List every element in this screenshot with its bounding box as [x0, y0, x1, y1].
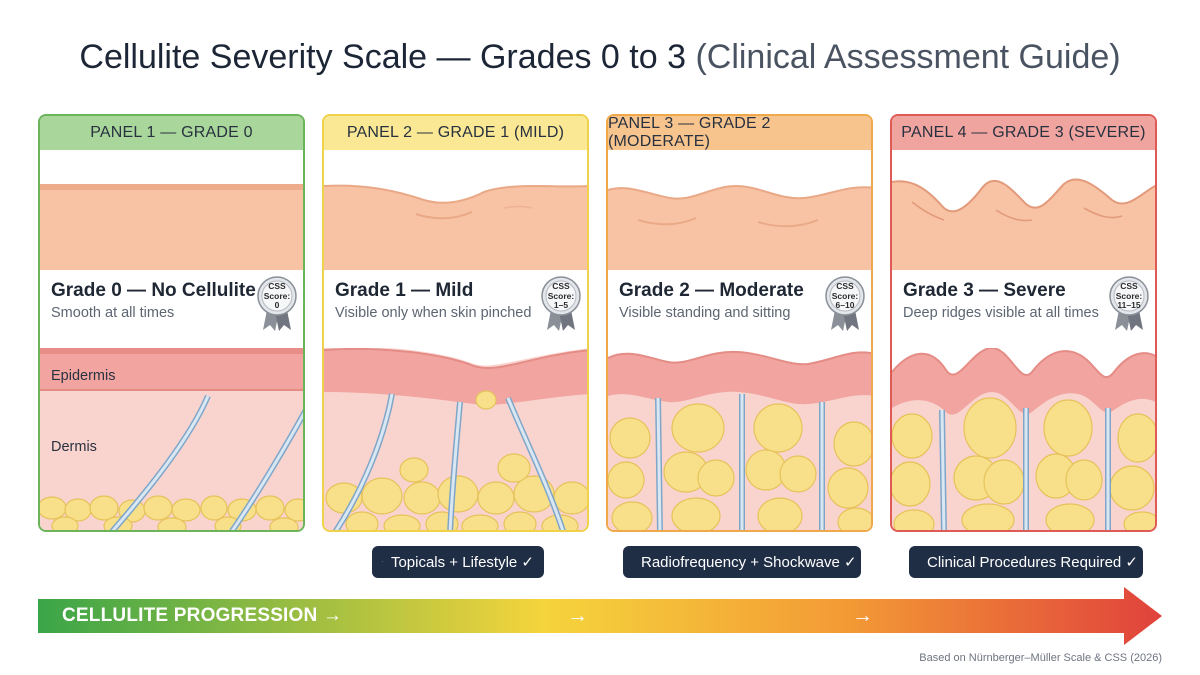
panel-grade-3: PANEL 4 — GRADE 3 (SEVERE) Grade 3 — Sev… [890, 114, 1157, 532]
ribbon-badge-icon [541, 276, 581, 331]
panel-header-label: PANEL 1 — GRADE 0 [90, 124, 253, 141]
ribbon-badge-icon [1109, 276, 1149, 331]
treatment-label: Topicals + Lifestyle ✓ [390, 554, 534, 571]
label-dermis: Dermis [51, 439, 97, 455]
treatment-tag-grade-2: Radiofrequency + Shockwave ✓ [623, 546, 861, 578]
panel-header-label: PANEL 4 — GRADE 3 (SEVERE) [901, 124, 1146, 141]
treatment-label: Radiofrequency + Shockwave ✓ [641, 554, 857, 571]
ribbon-badge-icon [825, 276, 865, 331]
grade-description: Visible standing and sitting [619, 305, 791, 321]
progression-arrow [38, 587, 1162, 645]
skin-surface-illustration [892, 150, 1155, 270]
css-score-badge: CSS Score: 6–10 [823, 276, 867, 332]
panel-header: PANEL 3 — GRADE 2 (MODERATE) [608, 116, 871, 150]
skin-cross-section [608, 348, 871, 530]
grade-description: Deep ridges visible at all times [903, 305, 1099, 321]
panel-header: PANEL 1 — GRADE 0 [40, 116, 303, 150]
treatment-tag-grade-1: Topicals + Lifestyle ✓ [372, 546, 544, 578]
label-epidermis: Epidermis [51, 368, 116, 384]
css-score-badge: CSS Score: 0 [255, 276, 299, 332]
flag-icon [382, 561, 383, 563]
title-sub: (Clinical Assessment Guide) [695, 38, 1121, 76]
arrow-right-icon: → [852, 604, 873, 627]
grade-title: Grade 1 — Mild [335, 280, 474, 301]
grade-title: Grade 0 — No Cellulite [51, 280, 256, 301]
panel-grade-1: PANEL 2 — GRADE 1 (MILD) Grade 1 — Mild … [322, 114, 589, 532]
badge-text: CSS Score: 1–5 [547, 281, 575, 310]
grade-description: Visible only when skin pinched [335, 305, 532, 321]
treatment-tag-grade-3: Clinical Procedures Required ✓ [909, 546, 1143, 578]
panel-header: PANEL 4 — GRADE 3 (SEVERE) [892, 116, 1155, 150]
title-main: Cellulite Severity Scale — Grades 0 to 3 [79, 38, 686, 76]
panel-grade-0: PANEL 1 — GRADE 0 Grade 0 — No Cellulite… [38, 114, 305, 532]
badge-text: CSS Score: 11–15 [1115, 281, 1143, 310]
badge-text: CSS Score: 6–10 [831, 281, 859, 310]
skin-cross-section [892, 348, 1155, 530]
panel-header-label: PANEL 3 — GRADE 2 (MODERATE) [608, 115, 771, 150]
badge-text: CSS Score: 0 [263, 281, 291, 310]
page-title: Cellulite Severity Scale — Grades 0 to 3… [0, 38, 1200, 77]
skin-cross-section [40, 348, 303, 530]
grade-description: Smooth at all times [51, 305, 175, 321]
skin-surface-illustration [324, 150, 587, 270]
grade-title: Grade 2 — Moderate [619, 280, 804, 301]
css-score-badge: CSS Score: 11–15 [1107, 276, 1151, 332]
treatment-label: Clinical Procedures Required ✓ [927, 554, 1138, 571]
arrow-right-icon: → [567, 604, 588, 627]
panel-header: PANEL 2 — GRADE 1 (MILD) [324, 116, 587, 150]
panel-grade-2: PANEL 3 — GRADE 2 (MODERATE) Grade 2 — M… [606, 114, 873, 532]
skin-cross-section [324, 348, 587, 530]
grade-title: Grade 3 — Severe [903, 280, 1066, 301]
progression-label: CELLULITE PROGRESSION → [62, 605, 343, 626]
ribbon-badge-icon [257, 276, 297, 331]
skin-surface-illustration [608, 150, 871, 270]
css-score-badge: CSS Score: 1–5 [539, 276, 583, 332]
panel-header-label: PANEL 2 — GRADE 1 (MILD) [346, 124, 565, 141]
source-footnote: Based on Nürnberger–Müller Scale & CSS (… [919, 652, 1162, 664]
skin-surface-illustration [40, 150, 303, 270]
